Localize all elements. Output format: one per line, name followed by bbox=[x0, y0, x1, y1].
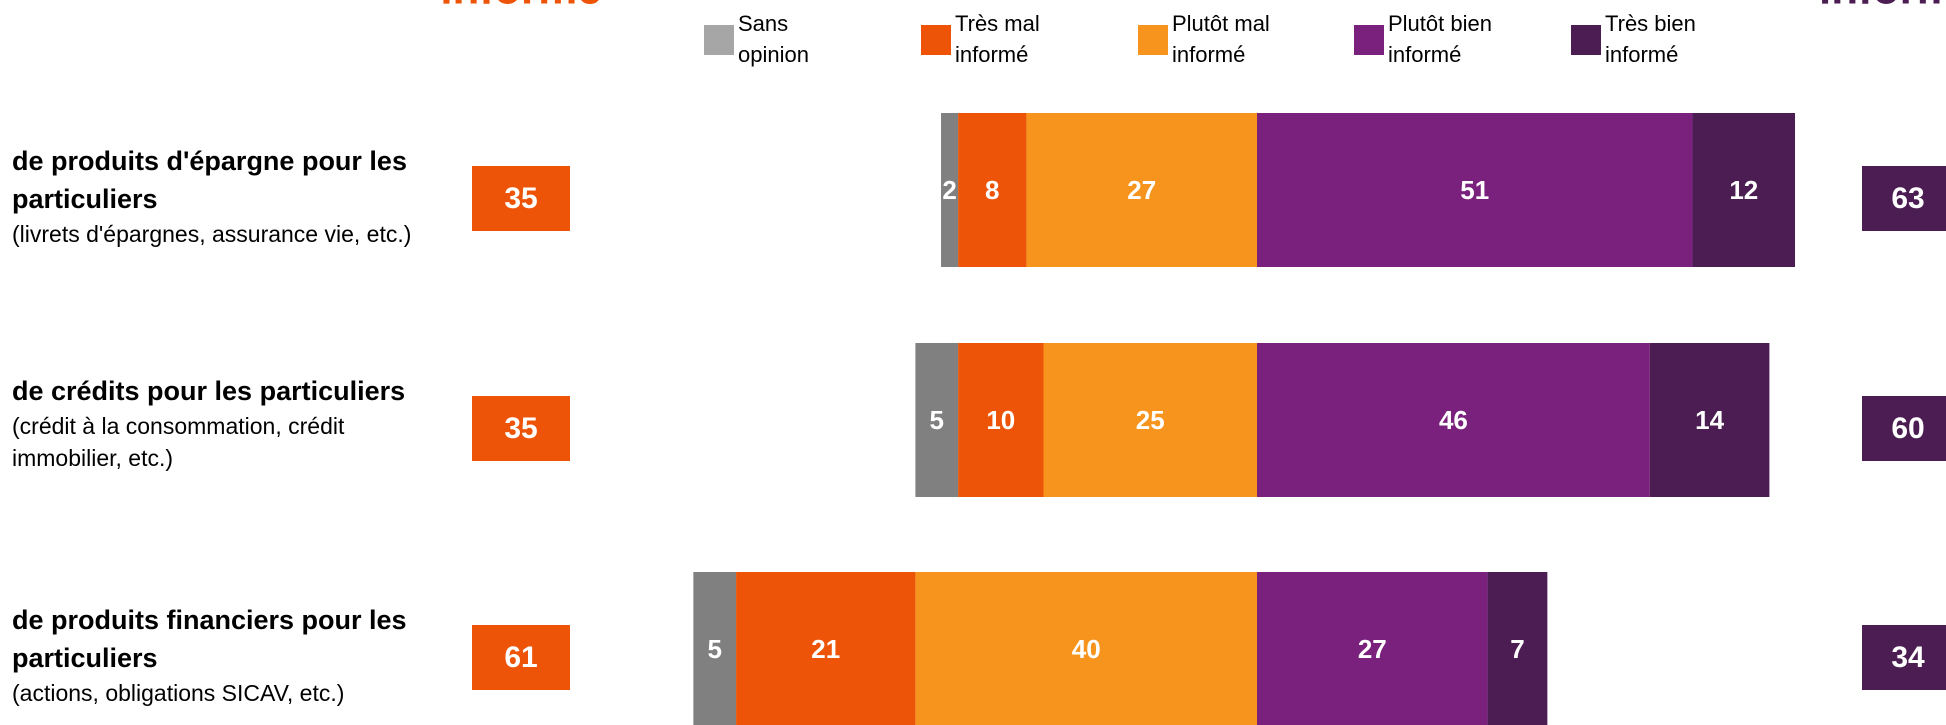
category-title: de crédits pour les particuliers bbox=[12, 376, 406, 406]
value-label: 12 bbox=[1729, 175, 1758, 205]
bar-segment bbox=[915, 572, 1257, 725]
bar-segment bbox=[1649, 343, 1770, 497]
value-label: 51 bbox=[1460, 175, 1489, 205]
value-label: 27 bbox=[1127, 175, 1156, 205]
value-label: 40 bbox=[1072, 634, 1101, 664]
value-label: 46 bbox=[1439, 405, 1468, 435]
bar-segment bbox=[958, 343, 1044, 497]
category-label: de produits d'épargne pour les particuli… bbox=[12, 142, 437, 250]
total-label: 35 bbox=[504, 182, 537, 215]
bar-segment bbox=[958, 113, 1027, 267]
legend-label: Très bien informé bbox=[1605, 11, 1696, 67]
legend-swatch bbox=[1138, 25, 1168, 55]
bar-segment bbox=[1692, 113, 1796, 267]
value-label: 10 bbox=[986, 405, 1015, 435]
bar-segment bbox=[1487, 572, 1548, 725]
category-label: de produits financiers pour les particul… bbox=[12, 601, 437, 709]
bar-segment bbox=[736, 572, 916, 725]
value-label: 2 bbox=[942, 175, 956, 205]
category-title: de produits financiers pour les particul… bbox=[12, 605, 407, 673]
value-label: 14 bbox=[1695, 405, 1724, 435]
value-label: 7 bbox=[1510, 634, 1524, 664]
bar-segment bbox=[1257, 113, 1693, 267]
value-label: 5 bbox=[707, 634, 721, 664]
legend-swatch bbox=[704, 25, 734, 55]
total-label: 61 bbox=[504, 641, 537, 674]
bar-segment bbox=[1257, 343, 1650, 497]
total-box bbox=[472, 396, 570, 461]
bar-segment bbox=[941, 113, 959, 267]
legend-label: Sans opinion bbox=[738, 11, 809, 67]
category-note: (crédit à la consommation, crédit immobi… bbox=[12, 413, 345, 471]
total-label: 60 bbox=[1891, 412, 1924, 445]
bar-segment bbox=[693, 572, 737, 725]
total-box bbox=[1862, 166, 1946, 231]
bar-segment bbox=[915, 343, 959, 497]
category-title: de produits d'épargne pour les particuli… bbox=[12, 146, 407, 214]
value-label: 8 bbox=[985, 175, 999, 205]
category-note: (actions, obligations SICAV, etc.) bbox=[12, 680, 345, 706]
legend-swatch bbox=[921, 25, 951, 55]
header-left: informé bbox=[440, 0, 601, 14]
legend-label: Plutôt bien informé bbox=[1388, 11, 1492, 67]
legend-label: Plutôt mal informé bbox=[1172, 11, 1270, 67]
category-note: (livrets d'épargnes, assurance vie, etc.… bbox=[12, 221, 412, 247]
legend-swatch bbox=[1571, 25, 1601, 55]
value-label: 21 bbox=[811, 634, 840, 664]
category-label: de crédits pour les particuliers (crédit … bbox=[12, 372, 437, 474]
value-label: 5 bbox=[930, 405, 944, 435]
total-box bbox=[472, 625, 570, 690]
header-right: informé bbox=[1819, 0, 1946, 14]
total-box bbox=[1862, 625, 1946, 690]
total-box bbox=[1862, 396, 1946, 461]
value-label: 27 bbox=[1358, 634, 1387, 664]
bar-segment bbox=[1026, 113, 1257, 267]
bar-segment bbox=[1043, 343, 1257, 497]
total-label: 63 bbox=[1891, 182, 1924, 215]
value-label: 25 bbox=[1136, 405, 1165, 435]
bar-segment bbox=[1257, 572, 1488, 725]
total-label: 34 bbox=[1891, 641, 1925, 674]
legend-swatch bbox=[1354, 25, 1384, 55]
legend-label: Très mal informé bbox=[955, 11, 1040, 67]
total-label: 35 bbox=[504, 412, 537, 445]
total-box bbox=[472, 166, 570, 231]
